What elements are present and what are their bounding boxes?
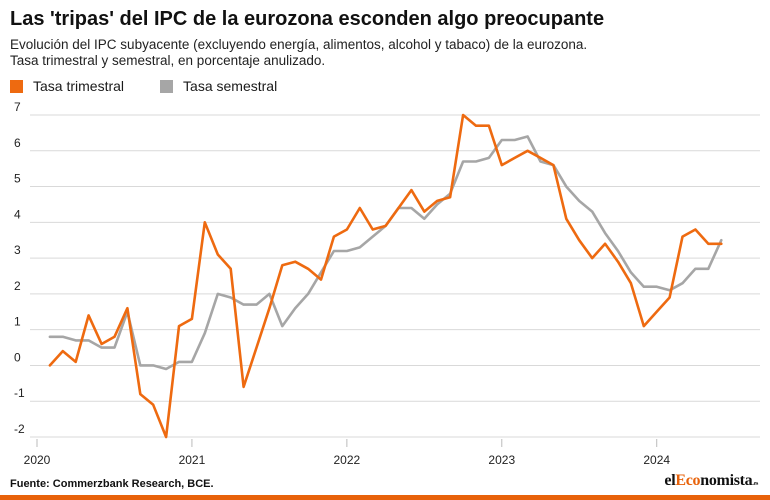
series-line-trimestral: [48, 113, 723, 439]
chart-title: Las 'tripas' del IPC de la eurozona esco…: [10, 8, 605, 30]
y-tick-label: 4: [14, 207, 21, 221]
subtitle-line-1: Evolución del IPC subyacente (excluyendo…: [10, 37, 588, 52]
series-line-semestral: [48, 135, 723, 371]
legend-item-trimestral: Tasa trimestral: [10, 78, 124, 94]
y-tick-label: 1: [14, 315, 21, 329]
y-tick-label: 5: [14, 172, 21, 186]
y-tick-label: 3: [14, 243, 21, 257]
brand-rest: nomista: [700, 472, 753, 489]
x-tick-label: 2022: [334, 453, 361, 467]
x-tick-label: 2021: [179, 453, 206, 467]
chart-subtitle: Evolución del IPC subyacente (excluyendo…: [10, 37, 587, 69]
y-tick-label: 0: [14, 350, 21, 364]
x-tick-label: 2024: [643, 453, 670, 467]
source-note: Fuente: Commerzbank Research, BCE.: [10, 478, 214, 490]
y-tick-label: 2: [14, 279, 21, 293]
brand-logo: elEconomista.es: [664, 472, 758, 490]
line-chart: 7 6 5 4 3 2 1 0 -1 -2 2020 2021 2022 2023 2024: [14, 100, 760, 467]
legend-swatch-trimestral: [10, 79, 23, 93]
brand-bottom-bar: [0, 495, 770, 500]
legend-label-semestral: Tasa semestral: [183, 78, 278, 94]
brand-prefix: el: [664, 472, 676, 489]
subtitle-line-2: Tasa trimestral y semestral, en porcenta…: [10, 53, 326, 68]
legend-label-trimestral: Tasa trimestral: [33, 78, 125, 94]
brand-accent: Eco: [675, 472, 701, 489]
legend-swatch-semestral: [160, 79, 174, 93]
chart-legend: Tasa trimestral Tasa semestral: [10, 78, 313, 94]
y-tick-label: -1: [14, 386, 25, 400]
brand-suffix: .es: [752, 481, 758, 487]
y-tick-label: 6: [14, 136, 21, 150]
y-tick-label: 7: [14, 100, 21, 114]
x-tick-label: 2020: [24, 453, 51, 467]
y-tick-label: -2: [14, 422, 25, 436]
x-tick-label: 2023: [488, 453, 515, 467]
legend-item-semestral: Tasa semestral: [160, 78, 277, 94]
